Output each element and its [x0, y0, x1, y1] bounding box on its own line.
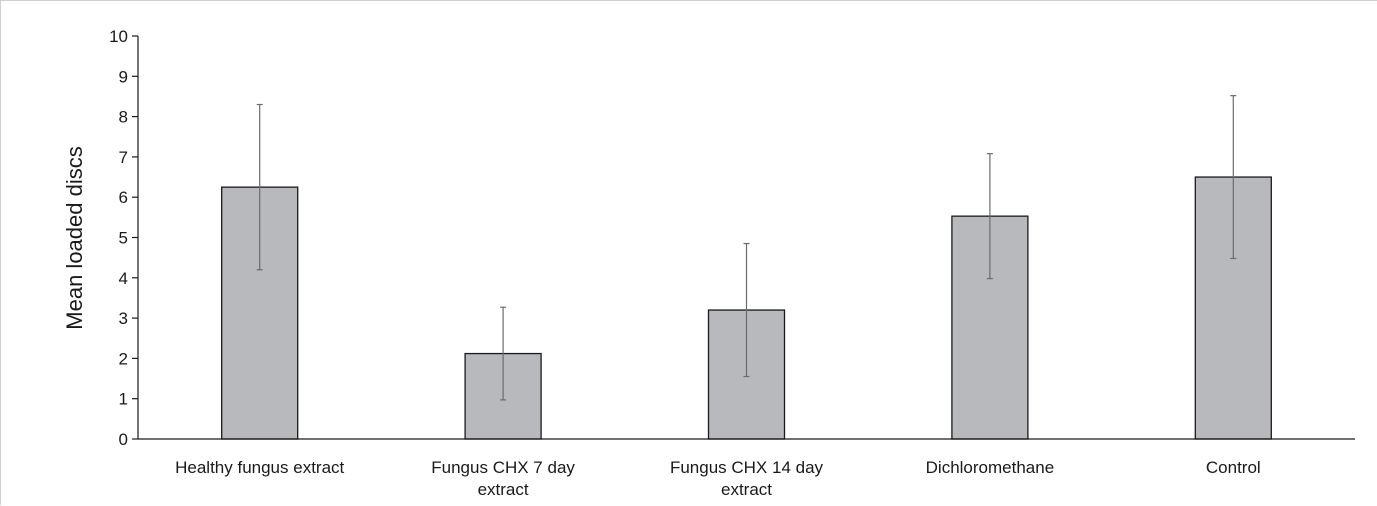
y-axis-title-group: Mean loaded discs — [62, 146, 87, 329]
y-tick-label-7: 7 — [119, 148, 128, 167]
x-tick-label-3-line-2: extract — [721, 480, 772, 499]
x-tick-label-5: Control — [1206, 458, 1261, 477]
y-tick-label-5: 5 — [119, 229, 128, 248]
y-tick-label-3: 3 — [119, 309, 128, 328]
y-ticks-layer: 0 1 2 3 4 5 6 7 8 9 10 — [109, 27, 138, 449]
y-tick-label-0: 0 — [119, 430, 128, 449]
y-tick-label-10: 10 — [109, 27, 128, 46]
x-tick-label-3-line-1: Fungus CHX 14 day — [670, 458, 824, 477]
y-tick-label-6: 6 — [119, 188, 128, 207]
x-tick-label-4: Dichloromethane — [926, 458, 1055, 477]
x-tick-label-2-line-2: extract — [478, 480, 529, 499]
y-tick-label-1: 1 — [119, 390, 128, 409]
x-labels-layer: Healthy fungus extract Fungus CHX 7 day ex… — [175, 458, 1261, 499]
y-axis-title: Mean loaded discs — [62, 146, 87, 329]
error-bars-layer — [256, 95, 1237, 401]
x-tick-label-2-line-1: Fungus CHX 7 day — [431, 458, 575, 477]
y-tick-label-2: 2 — [119, 349, 128, 368]
x-tick-label-1: Healthy fungus extract — [175, 458, 344, 477]
y-tick-label-8: 8 — [119, 108, 128, 127]
y-tick-label-9: 9 — [119, 67, 128, 86]
y-tick-label-4: 4 — [119, 269, 128, 288]
